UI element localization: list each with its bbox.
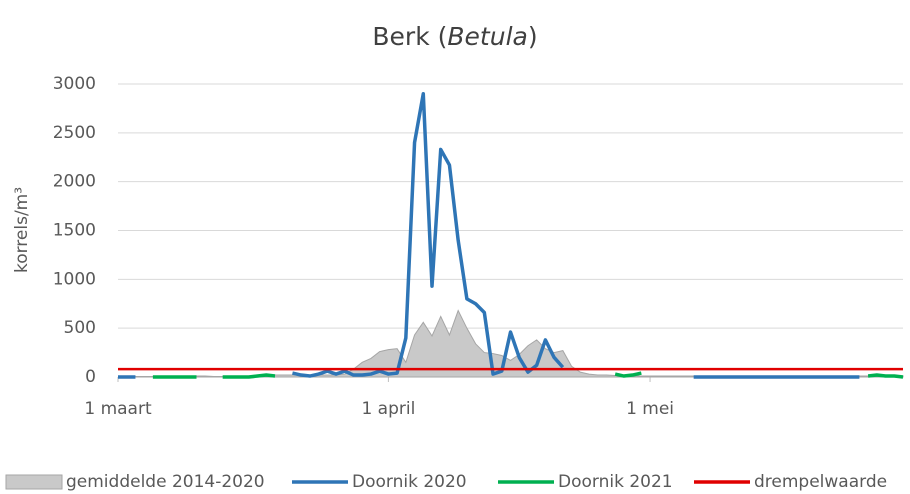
chart-title: Berk (Betula) (372, 22, 537, 51)
line (118, 92, 860, 379)
y-tick-label: 1000 (53, 269, 96, 289)
legend-label: drempelwaarde (754, 472, 887, 492)
legend-swatch (5, 474, 63, 490)
area (118, 309, 904, 378)
legend-label: Doornik 2020 (352, 472, 467, 492)
y-tick-label: 500 (64, 318, 96, 338)
legend-label: gemiddelde 2014-2020 (66, 472, 265, 492)
y-tick-label: 0 (85, 367, 96, 387)
title-part: Betula (447, 22, 527, 51)
title-part: Berk ( (372, 22, 447, 51)
y-tick-label: 2000 (53, 172, 96, 192)
legend-label: Doornik 2021 (558, 472, 673, 492)
y-axis-label: korrels/m³ (12, 187, 32, 273)
y-tick-label: 3000 (53, 74, 96, 94)
x-tick-label: 1 april (361, 399, 415, 419)
y-tick-label: 1500 (53, 221, 96, 241)
line (152, 371, 904, 379)
title-part: ) (528, 22, 538, 51)
x-tick-label: 1 maart (84, 399, 152, 419)
y-tick-label: 2500 (53, 123, 96, 143)
x-tick-label: 1 mei (626, 399, 674, 419)
